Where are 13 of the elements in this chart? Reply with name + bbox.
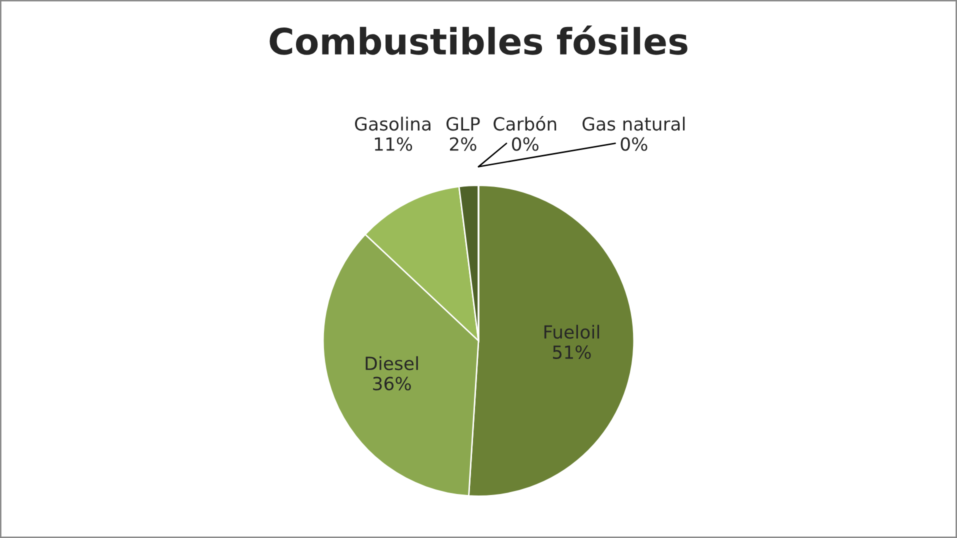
slice-label: Fueloil — [544, 324, 600, 339]
slice-label: GLP — [446, 117, 480, 131]
data-label: 51% — [553, 345, 591, 360]
slice-label: Diesel — [366, 356, 418, 370]
data-label: 2% — [450, 137, 476, 151]
text: 0% — [512, 137, 538, 151]
chart-title: Combustibles fósiles — [270, 25, 688, 55]
category-label: Carbón — [494, 116, 556, 131]
text: 0% — [620, 137, 648, 151]
data-label: 11% — [374, 137, 412, 151]
slice-label: Gasolina — [355, 116, 430, 131]
data-label: 36% — [373, 376, 411, 390]
category-label: Gas natural — [582, 116, 685, 131]
